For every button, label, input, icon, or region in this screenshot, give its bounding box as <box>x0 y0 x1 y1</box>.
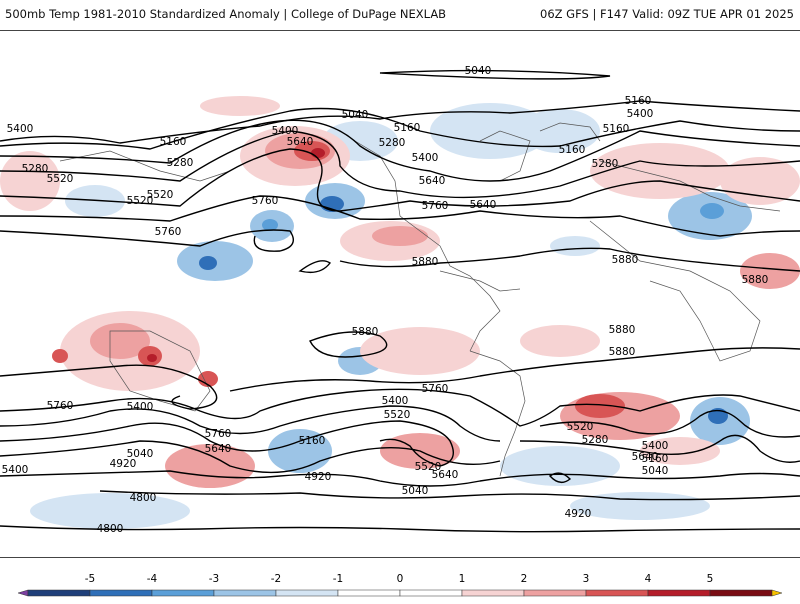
contour-label: 5640 <box>432 469 459 481</box>
colorbar-bin <box>399 589 463 597</box>
contour-label: 5160 <box>603 123 630 135</box>
contour-label: 5640 <box>287 136 314 148</box>
contour-label: 5760 <box>47 400 74 412</box>
colorbar-min-extend <box>17 589 29 597</box>
negative-anomaly-shading <box>30 103 752 529</box>
contour-label: 5040 <box>642 465 669 477</box>
colorbar-tick-label: 0 <box>397 573 404 585</box>
contour-label: 5640 <box>419 175 446 187</box>
contour-label: 5160 <box>160 136 187 148</box>
colorbar: -5 -4 -3 -2 -1 0 1 2 3 4 5 <box>0 570 800 600</box>
colorbar-tick-label: -1 <box>333 573 343 585</box>
header: 500mb Temp 1981-2010 Standardized Anomal… <box>0 0 800 30</box>
contour-label: 5880 <box>609 346 636 358</box>
map-panel: 5040 5040 5160 5160 5160 5160 5160 5280 5280 5280… <box>0 30 800 558</box>
contour-label: 4800 <box>130 492 157 504</box>
contour-label: 5400 <box>7 123 34 135</box>
colorbar-bins <box>17 589 783 597</box>
contour-label: 5160 <box>625 95 652 107</box>
colorbar-tick-label: -4 <box>147 573 158 585</box>
colorbar-svg: -5 -4 -3 -2 -1 0 1 2 3 4 5 <box>17 573 783 597</box>
contour-labels: 5040504051605160516051605160528052805280… <box>2 65 769 535</box>
contour-label: 5280 <box>592 158 619 170</box>
colorbar-tick-label: -5 <box>85 573 95 585</box>
contour-label: 5880 <box>742 274 769 286</box>
contour-label: 5760 <box>422 200 449 212</box>
colorbar-tick-label: -3 <box>209 573 219 585</box>
contour-label: 5040 <box>342 109 369 121</box>
contour-label: 5160 <box>559 144 586 156</box>
colorbar-tick-label: 1 <box>459 573 466 585</box>
colorbar-bin <box>275 589 339 597</box>
contour-label: 5760 <box>252 195 279 207</box>
colorbar-tick-label: -2 <box>271 573 281 585</box>
contour-label: 5640 <box>632 451 659 463</box>
colorbar-bin <box>647 589 711 597</box>
colorbar-max-extend <box>771 589 783 597</box>
contour-label: 5760 <box>155 226 182 238</box>
colorbar-bin <box>151 589 215 597</box>
contour-label: 5400 <box>627 108 654 120</box>
contour-label: 5160 <box>394 122 421 134</box>
colorbar-tick-label: 3 <box>583 573 590 585</box>
contour-label: 5040 <box>465 65 492 77</box>
model-run-info: 06Z GFS | F147 Valid: 09Z TUE APR 01 202… <box>540 7 794 21</box>
contour-label: 5520 <box>47 173 74 185</box>
contour-label: 5760 <box>422 383 449 395</box>
contour-label: 5880 <box>352 326 379 338</box>
contour-label: 5760 <box>205 428 232 440</box>
colorbar-tick-labels: -5 -4 -3 -2 -1 0 1 2 3 4 5 <box>85 573 714 585</box>
contour-label: 5520 <box>147 189 174 201</box>
colorbar-bin <box>89 589 153 597</box>
colorbar-bin <box>27 589 91 597</box>
contour-label: 5280 <box>379 137 406 149</box>
contour-label: 5160 <box>299 435 326 447</box>
colorbar-bin <box>585 589 649 597</box>
contour-label: 5520 <box>384 409 411 421</box>
coastlines <box>59 122 781 477</box>
anomaly-map: 5040504051605160516051605160528052805280… <box>0 65 800 535</box>
contour-label: 5880 <box>609 324 636 336</box>
contour-label: 5280 <box>167 157 194 169</box>
contour-label: 5400 <box>2 464 29 476</box>
contour-label: 5640 <box>205 443 232 455</box>
colorbar-tick-label: 4 <box>645 573 652 585</box>
contour-label: 5640 <box>470 199 497 211</box>
contour-label: 5040 <box>402 485 429 497</box>
positive-anomaly-shading <box>0 96 800 488</box>
contour-label: 4920 <box>110 458 137 470</box>
contour-label: 4800 <box>97 523 124 535</box>
contour-label: 5520 <box>127 195 154 207</box>
contour-label: 4920 <box>305 471 332 483</box>
contour-label: 4920 <box>565 508 592 520</box>
contour-label: 5400 <box>412 152 439 164</box>
contour-label: 5400 <box>382 395 409 407</box>
contour-label: 5880 <box>612 254 639 266</box>
contour-label: 5280 <box>582 434 609 446</box>
colorbar-bin <box>213 589 277 597</box>
contour-label: 5040 <box>127 448 154 460</box>
contour-label: 5400 <box>642 440 669 452</box>
colorbar-tick-label: 5 <box>707 573 714 585</box>
contour-label: 5400 <box>127 401 154 413</box>
colorbar-tick-label: 2 <box>521 573 528 585</box>
contour-label: 5880 <box>412 256 439 268</box>
map-title: 500mb Temp 1981-2010 Standardized Anomal… <box>5 7 447 21</box>
contour-label: 5280 <box>22 163 49 175</box>
colorbar-bin <box>461 589 525 597</box>
height-contours <box>0 69 800 533</box>
colorbar-bin <box>709 589 773 597</box>
contour-label: 5160 <box>642 453 669 465</box>
colorbar-bin <box>337 589 401 597</box>
colorbar-bin <box>523 589 587 597</box>
contour-label: 5400 <box>272 125 299 137</box>
contour-label: 5520 <box>415 461 442 473</box>
contour-label: 5520 <box>567 421 594 433</box>
